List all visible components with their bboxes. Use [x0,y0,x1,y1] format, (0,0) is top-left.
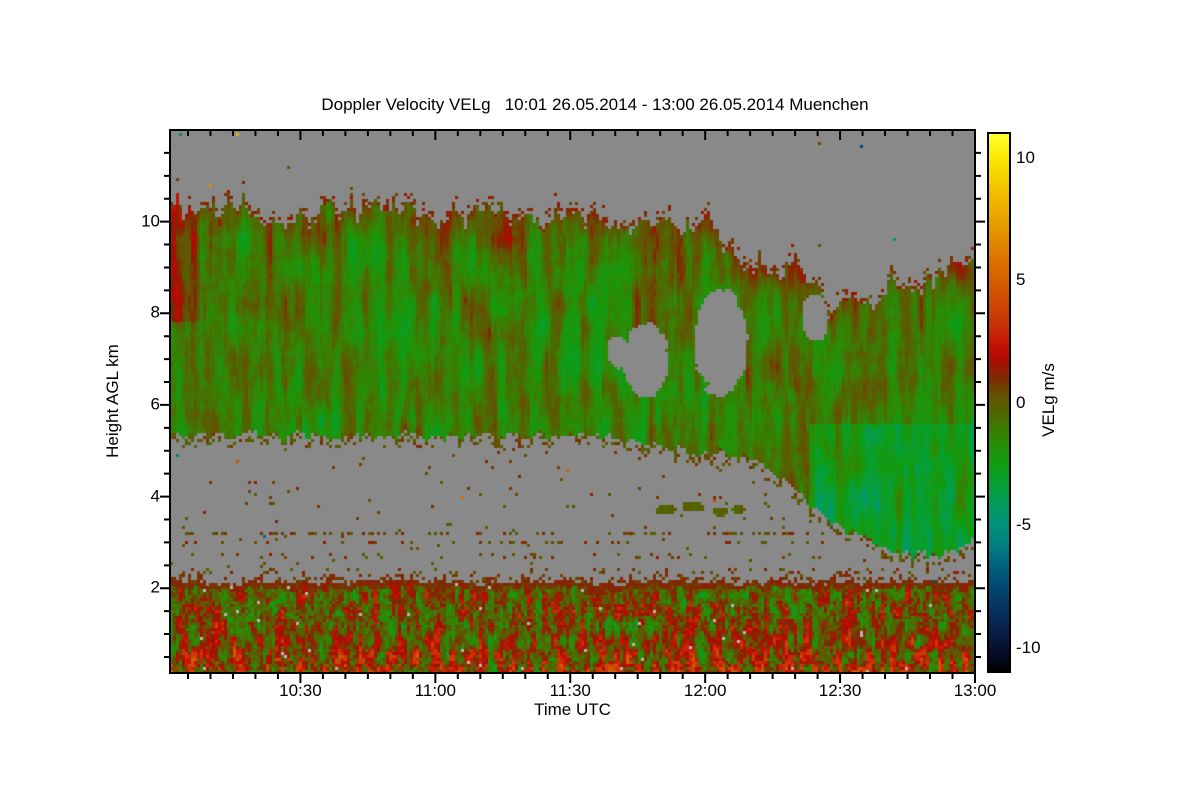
x-tick-label: 12:00 [683,681,727,700]
y-tick-label: 2 [150,577,160,597]
x-tick-label: 13:00 [953,681,997,700]
colorbar-label: VELg m/s [1039,363,1058,437]
heatmap-canvas [170,130,975,673]
x-axis-label: Time UTC [534,700,611,719]
colorbar-tick-labels: -10 -5 0 5 10 [1016,133,1060,672]
x-tick-labels: 10:30 11:00 11:30 12:00 12:30 13:00 [170,681,1000,703]
y-tick-labels: 2 4 6 8 10 [118,130,160,673]
x-tick-label: 11:30 [549,681,591,700]
y-tick-label: 8 [150,302,160,322]
colorbar-tick-label: 0 [1016,392,1026,412]
y-tick-label: 4 [150,486,160,506]
chart-title: Doppler Velocity VELg 10:01 26.05.2014 -… [321,95,869,114]
colorbar-gradient [989,134,1009,671]
x-tick-label: 10:30 [279,681,322,700]
plot-area [170,130,975,673]
colorbar-tick-label: 10 [1016,147,1035,167]
x-tick-label: 12:30 [818,681,862,700]
y-tick-label: 6 [150,394,160,414]
colorbar-tick-label: -5 [1016,515,1032,534]
x-tick-label: 11:00 [414,681,456,700]
colorbar-tick-label: -10 [1016,637,1041,657]
y-tick-label: 10 [141,211,160,231]
colorbar-tick-label: 5 [1016,270,1026,289]
